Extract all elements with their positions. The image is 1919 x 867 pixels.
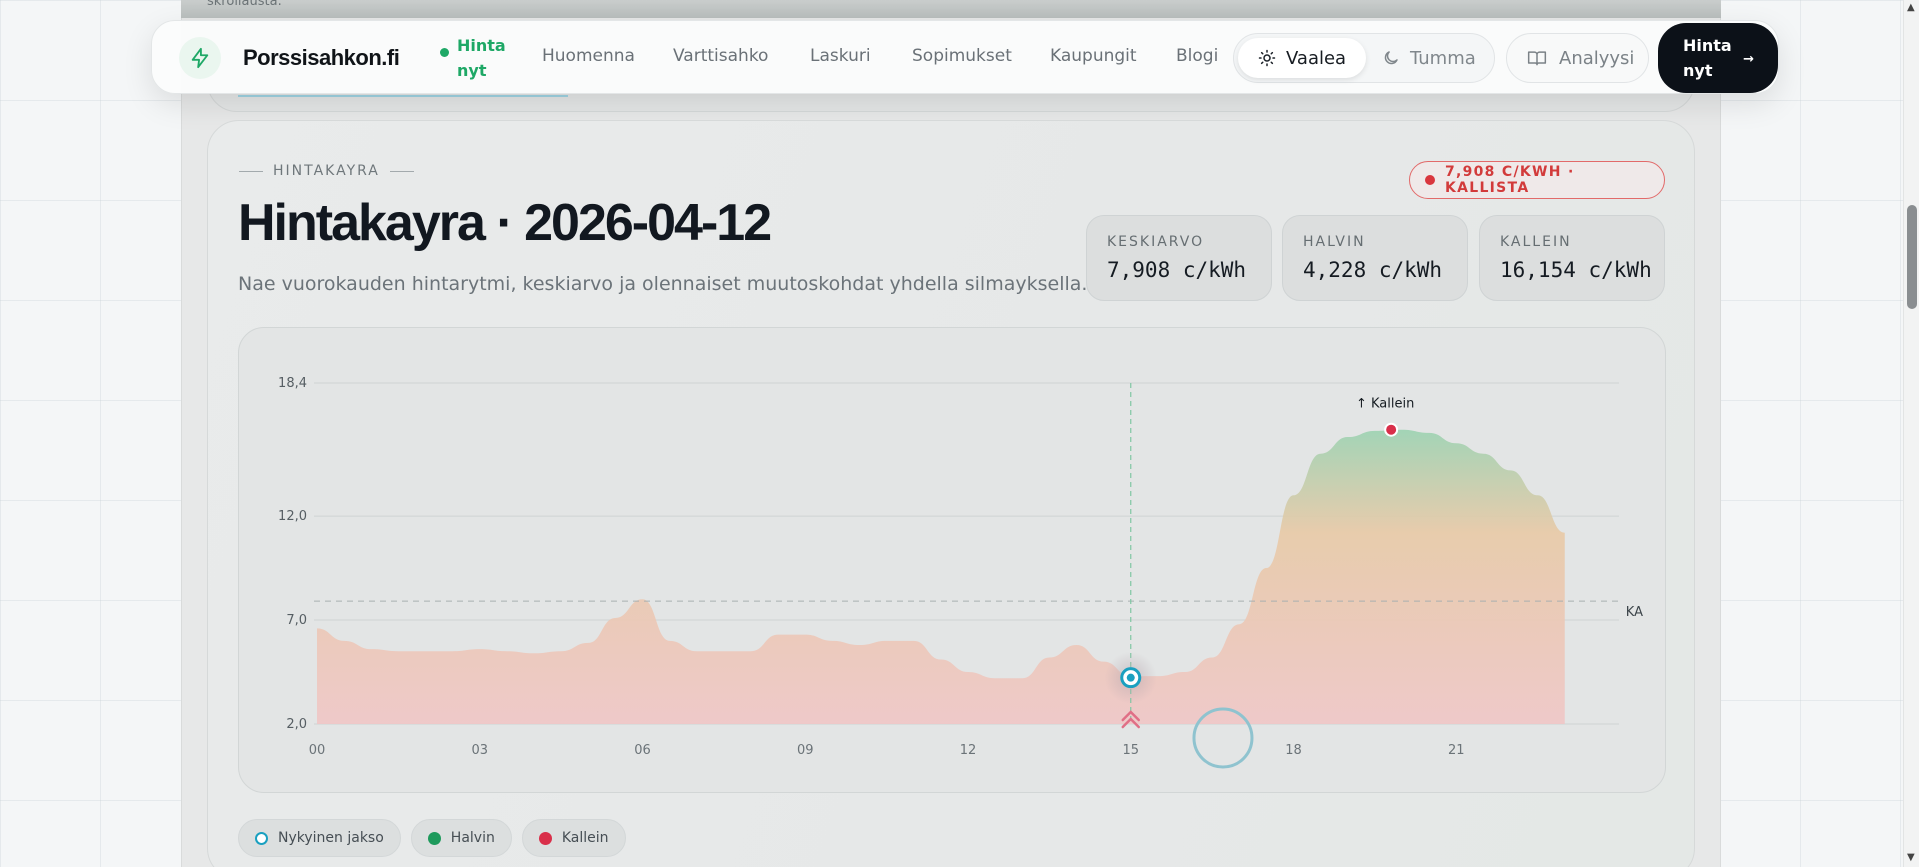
- ring-icon: [255, 831, 268, 845]
- green-dot-icon: [427, 831, 441, 845]
- page-scrollbar[interactable]: ▲ ▼: [1903, 0, 1919, 867]
- max-point: [1384, 422, 1399, 437]
- x-tick-label: 15: [1122, 743, 1139, 758]
- x-tick-label: 03: [471, 743, 488, 758]
- x-tick-label: 06: [634, 743, 651, 758]
- page-title: Hintakayra · 2026-04-12: [238, 194, 772, 252]
- previous-card-underline: [238, 95, 568, 97]
- active-dot: [440, 48, 449, 57]
- legend-label: Kallein: [561, 830, 609, 846]
- current-point-core: [1126, 673, 1135, 682]
- arrow-right-icon: →: [1743, 52, 1754, 67]
- eyebrow-line: [239, 170, 263, 172]
- y-tick-label: 12,0: [278, 509, 307, 524]
- analysis-label: Analyysi: [1559, 47, 1635, 69]
- stat-cheapest: HALVIN 4,228 c/kWh: [1282, 215, 1468, 301]
- theme-dark-label: Tumma: [1410, 47, 1476, 69]
- previous-section-strip: [181, 0, 1721, 18]
- moon-icon: [1384, 51, 1398, 65]
- average-label: KA: [1626, 605, 1643, 620]
- logo-badge[interactable]: [179, 37, 221, 79]
- x-tick-label: 12: [960, 743, 977, 758]
- scroll-down-icon[interactable]: ▼: [1907, 852, 1915, 863]
- stat-most-expensive: KALLEIN 16,154 c/kWh: [1479, 215, 1665, 301]
- scroll-up-icon[interactable]: ▲: [1907, 2, 1915, 13]
- nav-item-sopimukset[interactable]: Sopimukset: [912, 46, 1012, 66]
- current-price-badge: 7,908 C/KWH · KALLISTA: [1409, 161, 1665, 199]
- legend-label: Halvin: [450, 830, 495, 846]
- stat-label: KALLEIN: [1500, 234, 1572, 250]
- y-tick-label: 2,0: [286, 717, 307, 732]
- brand-name[interactable]: Porssisahkon.fi: [243, 45, 400, 70]
- x-tick-label: 09: [797, 743, 814, 758]
- current-price-badge-label: 7,908 C/KWH · KALLISTA: [1444, 164, 1575, 196]
- stat-average: KESKIARVO 7,908 c/kWh: [1086, 215, 1272, 301]
- legend-cheapest[interactable]: Halvin: [410, 819, 512, 857]
- price-chart-panel: 18,4 12,0 7,0 2,0 00 03 06 09 12 15 18 21 KA ↑ Kalle…: [238, 327, 1666, 793]
- cheapest-marker-icon: [1121, 710, 1140, 729]
- sun-icon: [1258, 49, 1276, 67]
- nav-item-label: Hinta nyt: [457, 36, 506, 80]
- stat-value: 4,228 c/kWh: [1303, 258, 1443, 282]
- page-subtitle: Nae vuorokauden hintarytmi, keskiarvo ja…: [238, 273, 1088, 295]
- eyebrow-label: HINTAKAYRA: [273, 163, 380, 179]
- x-tick-label: 21: [1448, 743, 1465, 758]
- price-curve-card: HINTAKAYRA Hintakayra · 2026-04-12 Nae v…: [207, 120, 1695, 867]
- red-dot-icon: [538, 831, 552, 845]
- status-dot: [1425, 175, 1435, 185]
- previous-section-text: skrollausta.: [207, 0, 282, 9]
- legend-label: Nykyinen jakso: [278, 830, 384, 846]
- section-eyebrow: HINTAKAYRA: [239, 163, 414, 179]
- theme-toggle: Vaalea Tumma: [1233, 33, 1495, 83]
- theme-light-label: Vaalea: [1286, 47, 1347, 69]
- price-area-series: [317, 429, 1565, 724]
- eyebrow-line: [389, 170, 414, 172]
- nav-item-laskuri[interactable]: Laskuri: [810, 46, 871, 66]
- x-tick-label: 00: [309, 743, 326, 758]
- cta-label: Hinta nyt: [1683, 36, 1732, 80]
- price-chart[interactable]: 18,4 12,0 7,0 2,000 03 06 09 12 15 18 21 KA ↑ Kalle…: [239, 328, 1667, 794]
- stat-label: HALVIN: [1303, 234, 1366, 250]
- theme-light-button[interactable]: Vaalea: [1238, 38, 1367, 78]
- price-now-cta-button[interactable]: Hinta nyt →: [1658, 23, 1778, 93]
- top-navbar: Porssisahkon.fi Hinta nyt Huomenna Vartt…: [151, 20, 1779, 94]
- nav-item-kaupungit[interactable]: Kaupungit: [1050, 46, 1137, 66]
- hover-ring: [1192, 707, 1254, 769]
- stat-value: 7,908 c/kWh: [1107, 258, 1247, 282]
- nav-item-varttisahko[interactable]: Varttisahko: [673, 46, 769, 66]
- scrollbar-thumb[interactable]: [1907, 205, 1917, 309]
- nav-item-huomenna[interactable]: Huomenna: [542, 46, 635, 66]
- analysis-button[interactable]: Analyysi: [1506, 33, 1649, 83]
- max-point-label: ↑ Kallein: [1356, 397, 1414, 412]
- chart-legend: Nykyinen jakso Halvin Kallein: [238, 819, 626, 857]
- lightning-icon: [191, 47, 209, 69]
- book-icon: [1527, 51, 1547, 66]
- nav-item-blogi[interactable]: Blogi: [1176, 46, 1219, 66]
- stat-label: KESKIARVO: [1107, 234, 1205, 250]
- y-tick-label: 7,0: [286, 613, 307, 628]
- y-tick-label: 18,4: [278, 376, 307, 391]
- legend-current-period[interactable]: Nykyinen jakso: [238, 819, 401, 857]
- x-tick-label: 18: [1285, 743, 1302, 758]
- legend-most-expensive[interactable]: Kallein: [521, 819, 626, 857]
- nav-item-hinta-nyt[interactable]: Hinta nyt: [440, 33, 506, 83]
- theme-dark-button[interactable]: Tumma: [1362, 38, 1496, 78]
- stat-value: 16,154 c/kWh: [1500, 258, 1652, 282]
